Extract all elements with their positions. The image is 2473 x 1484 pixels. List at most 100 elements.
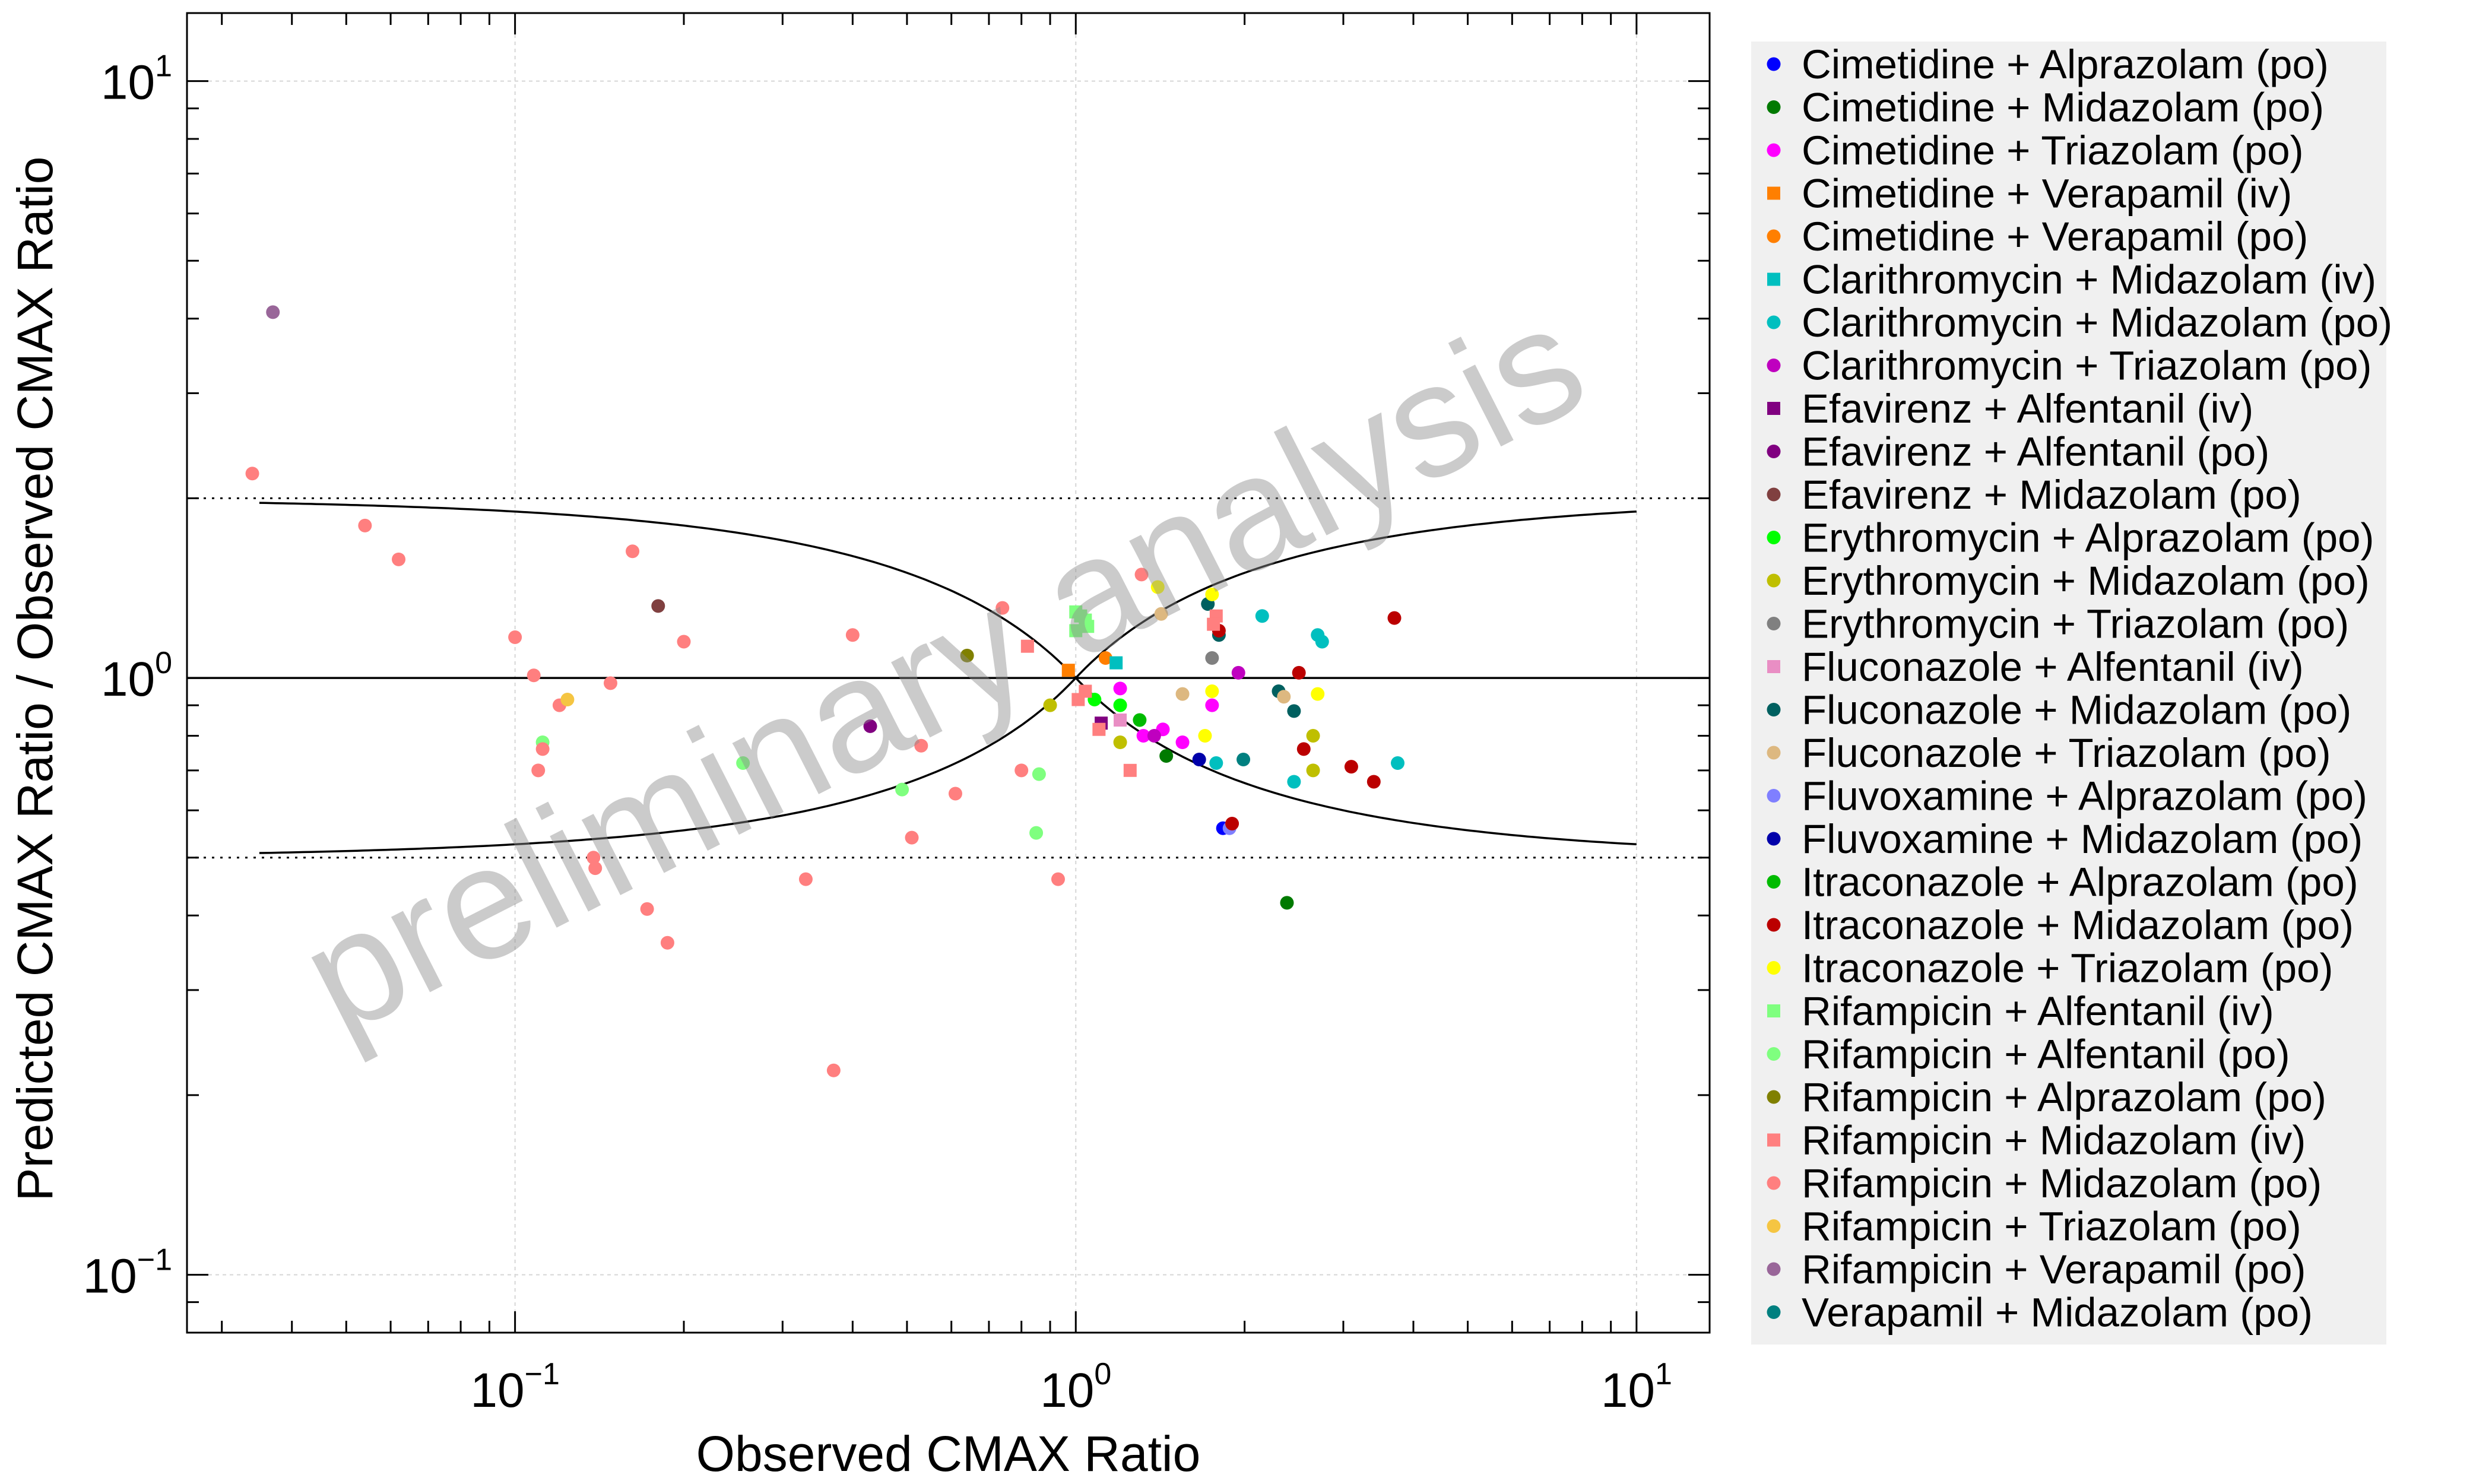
data-point-circle: [1311, 687, 1325, 701]
legend-entry-label: Verapamil + Midazolam (po): [1802, 1290, 2313, 1336]
data-point-circle: [1205, 698, 1219, 712]
data-point-circle: [1292, 665, 1306, 680]
legend-marker-square: [1767, 186, 1780, 200]
legend-entry-label: Rifampicin + Midazolam (po): [1802, 1160, 2322, 1206]
data-point-circle: [1306, 763, 1320, 778]
data-point-circle: [1198, 729, 1212, 743]
data-point-circle: [1231, 665, 1245, 680]
data-point-circle: [1032, 767, 1046, 781]
plot-area-frame: [186, 12, 1711, 1334]
data-point-circle: [1175, 735, 1190, 750]
legend-entry-label: Rifampicin + Midazolam (iv): [1802, 1118, 2306, 1163]
legend-entry-label: Cimetidine + Triazolam (po): [1802, 128, 2304, 173]
legend-marker-circle: [1767, 1262, 1781, 1276]
legend-entry-label: Clarithromycin + Midazolam (po): [1802, 300, 2392, 345]
data-points: [245, 305, 1405, 1077]
data-point-square: [1079, 684, 1092, 698]
legend-marker-square: [1767, 1004, 1780, 1017]
legend-marker-circle: [1767, 1305, 1781, 1319]
data-point-circle: [914, 738, 928, 753]
x-tick-label: 10−1: [470, 1357, 560, 1418]
reference-lines: [187, 497, 1710, 859]
data-point-circle: [1051, 872, 1065, 886]
legend-marker-square: [1767, 272, 1780, 286]
axis-ticks: [187, 13, 1710, 1334]
data-point-circle: [535, 742, 550, 756]
data-point-circle: [1344, 760, 1358, 774]
legend-entry-label: Rifampicin + Alfentanil (po): [1802, 1032, 2290, 1077]
legend-entry-label: Fluconazole + Triazolam (po): [1802, 730, 2331, 776]
legend-marker-circle: [1767, 229, 1781, 243]
data-point-circle: [1175, 687, 1190, 701]
legend-entry-label: Cimetidine + Verapamil (po): [1802, 214, 2308, 259]
legend-marker-circle: [1767, 918, 1781, 932]
data-point-circle: [1150, 580, 1165, 594]
legend-marker-square: [1767, 660, 1780, 673]
legend-entry-label: Rifampicin + Triazolam (po): [1802, 1204, 2301, 1250]
legend-marker-square: [1767, 1133, 1780, 1147]
data-point-square: [1081, 620, 1095, 633]
data-point-circle: [1209, 756, 1223, 770]
data-point-circle: [1098, 651, 1112, 665]
legend-entry-label: Clarithromycin + Midazolam (iv): [1802, 257, 2376, 303]
tick-labels: 10−1 100 101 10−1 100 101: [83, 49, 1672, 1418]
data-point-circle: [1014, 763, 1029, 778]
legend-entry-label: Itraconazole + Alprazolam (po): [1802, 860, 2358, 905]
data-point-circle: [1205, 587, 1219, 601]
data-point-circle: [995, 601, 1010, 615]
data-point-square: [1020, 639, 1034, 653]
data-point-square: [1069, 605, 1083, 619]
legend-marker-circle: [1767, 1176, 1781, 1190]
data-point-circle: [586, 851, 601, 865]
data-point-circle: [1134, 567, 1149, 582]
data-point-circle: [677, 635, 691, 649]
data-point-square: [1109, 656, 1123, 670]
data-point-circle: [358, 518, 372, 532]
data-point-circle: [1133, 713, 1147, 727]
data-point-circle: [1367, 775, 1381, 789]
data-point-square: [1069, 624, 1083, 638]
data-point-circle: [1387, 611, 1402, 625]
legend-entry-label: Itraconazole + Midazolam (po): [1802, 902, 2354, 948]
data-point-square: [1123, 763, 1137, 777]
legend-marker-circle: [1767, 143, 1781, 157]
legend-entry-label: Efavirenz + Alfentanil (iv): [1802, 386, 2253, 432]
data-point-circle: [1113, 735, 1127, 750]
data-point-square: [1092, 722, 1106, 736]
legend-entry-label: Cimetidine + Verapamil (iv): [1802, 171, 2292, 217]
guest-limit-curve-upper: [259, 510, 1637, 854]
legend-marker-circle: [1767, 1090, 1781, 1104]
data-point-circle: [640, 902, 654, 916]
data-point-circle: [1192, 752, 1206, 766]
legend-marker-circle: [1767, 359, 1781, 372]
legend-marker-circle: [1767, 487, 1781, 502]
legend-entry-label: Rifampicin + Alprazolam (po): [1802, 1074, 2326, 1120]
data-point-circle: [1296, 742, 1311, 756]
data-point-circle: [1280, 896, 1294, 910]
legend-entry-label: Erythromycin + Alprazolam (po): [1802, 515, 2374, 561]
data-point-circle: [905, 830, 919, 845]
y-axis-title: Predicted CMAX Ratio / Observed CMAX Rat…: [7, 157, 63, 1201]
legend-marker-circle: [1767, 315, 1781, 329]
legend-entry-label: Cimetidine + Midazolam (po): [1802, 85, 2324, 131]
x-axis-title: Observed CMAX Ratio: [696, 1426, 1201, 1482]
data-point-circle: [1236, 752, 1251, 766]
legend-entry-label: Erythromycin + Triazolam (po): [1802, 601, 2349, 647]
legend-marker-circle: [1767, 57, 1781, 71]
data-point-circle: [798, 872, 813, 886]
legend-entry-label: Fluvoxamine + Alprazolam (po): [1802, 773, 2367, 819]
legend-background: [1751, 42, 2386, 1345]
data-point-circle: [1277, 690, 1291, 704]
legend-entry-label: Rifampicin + Alfentanil (iv): [1802, 988, 2274, 1034]
data-point-circle: [392, 552, 406, 566]
y-tick-label: 101: [101, 49, 172, 110]
data-point-circle: [1136, 729, 1150, 743]
data-point-circle: [1043, 698, 1057, 712]
legend-marker-circle: [1767, 445, 1781, 458]
data-point-circle: [948, 787, 962, 801]
data-point-circle: [660, 936, 674, 950]
x-tick-label: 100: [1040, 1357, 1111, 1418]
legend-marker-circle: [1767, 789, 1781, 803]
data-point-circle: [1315, 635, 1329, 649]
